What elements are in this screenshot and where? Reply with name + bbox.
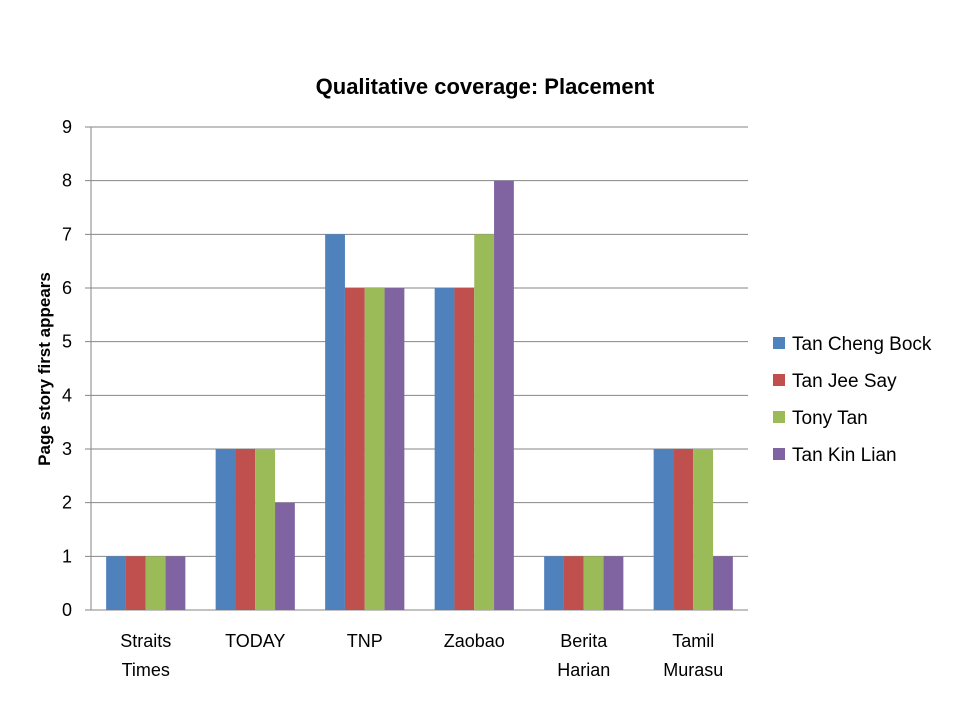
y-tick-label: 8 xyxy=(62,171,72,191)
y-tick-label: 3 xyxy=(62,439,72,459)
x-axis-categories: Straits Times TODAY TNP Zaobao Berita Harian Ta… xyxy=(120,631,723,680)
legend-label: Tan Kin Lian xyxy=(792,445,897,466)
bar xyxy=(544,556,564,610)
y-tick-label: 7 xyxy=(62,224,72,244)
bar xyxy=(364,288,385,610)
bar xyxy=(713,556,733,610)
category-label: Zaobao xyxy=(444,631,505,651)
bar xyxy=(344,288,365,610)
bar xyxy=(145,556,166,610)
bar xyxy=(325,234,345,611)
y-tick-label: 0 xyxy=(62,600,72,620)
bar xyxy=(255,449,276,610)
legend-swatch xyxy=(773,337,785,349)
bars xyxy=(106,180,733,611)
legend-swatch xyxy=(773,374,785,386)
category-label: Straits Times xyxy=(120,631,171,680)
bar xyxy=(165,556,186,610)
bar xyxy=(215,449,236,610)
legend-label: Tan Cheng Bock xyxy=(792,334,932,355)
bar xyxy=(454,288,475,610)
bar xyxy=(603,556,624,610)
bar xyxy=(474,234,495,611)
bar xyxy=(673,449,694,610)
chart-title: Qualitative coverage: Placement xyxy=(316,74,655,99)
bar xyxy=(653,449,674,610)
y-tick-label: 2 xyxy=(62,493,72,513)
y-tick-label: 4 xyxy=(62,385,72,405)
legend-swatch xyxy=(773,448,785,460)
bar xyxy=(434,288,455,610)
y-axis-label: Page story first appears xyxy=(35,272,54,466)
bar xyxy=(235,449,256,610)
bar xyxy=(275,502,295,610)
bar xyxy=(494,180,514,610)
category-label: Tamil Murasu xyxy=(663,631,723,680)
legend-label: Tony Tan xyxy=(792,408,868,429)
gridlines xyxy=(85,126,748,611)
y-tick-label: 6 xyxy=(62,278,72,298)
y-tick-label: 1 xyxy=(62,546,72,566)
bar xyxy=(563,556,584,610)
y-tick-label: 5 xyxy=(62,332,72,352)
bar xyxy=(125,556,146,610)
legend-swatch xyxy=(773,411,785,423)
bar xyxy=(583,556,604,610)
legend: Tan Cheng Bock Tan Jee Say Tony Tan Tan Kin… xyxy=(773,334,932,466)
category-label: TODAY xyxy=(225,631,285,651)
bar xyxy=(384,288,405,610)
legend-label: Tan Jee Say xyxy=(792,371,897,392)
y-axis-ticks: 0 1 2 3 4 5 6 7 8 9 xyxy=(62,117,72,620)
bar xyxy=(106,556,126,610)
category-label: TNP xyxy=(347,631,383,651)
category-label: Berita Harian xyxy=(557,631,610,680)
bar xyxy=(693,449,714,610)
y-tick-label: 9 xyxy=(62,117,72,137)
